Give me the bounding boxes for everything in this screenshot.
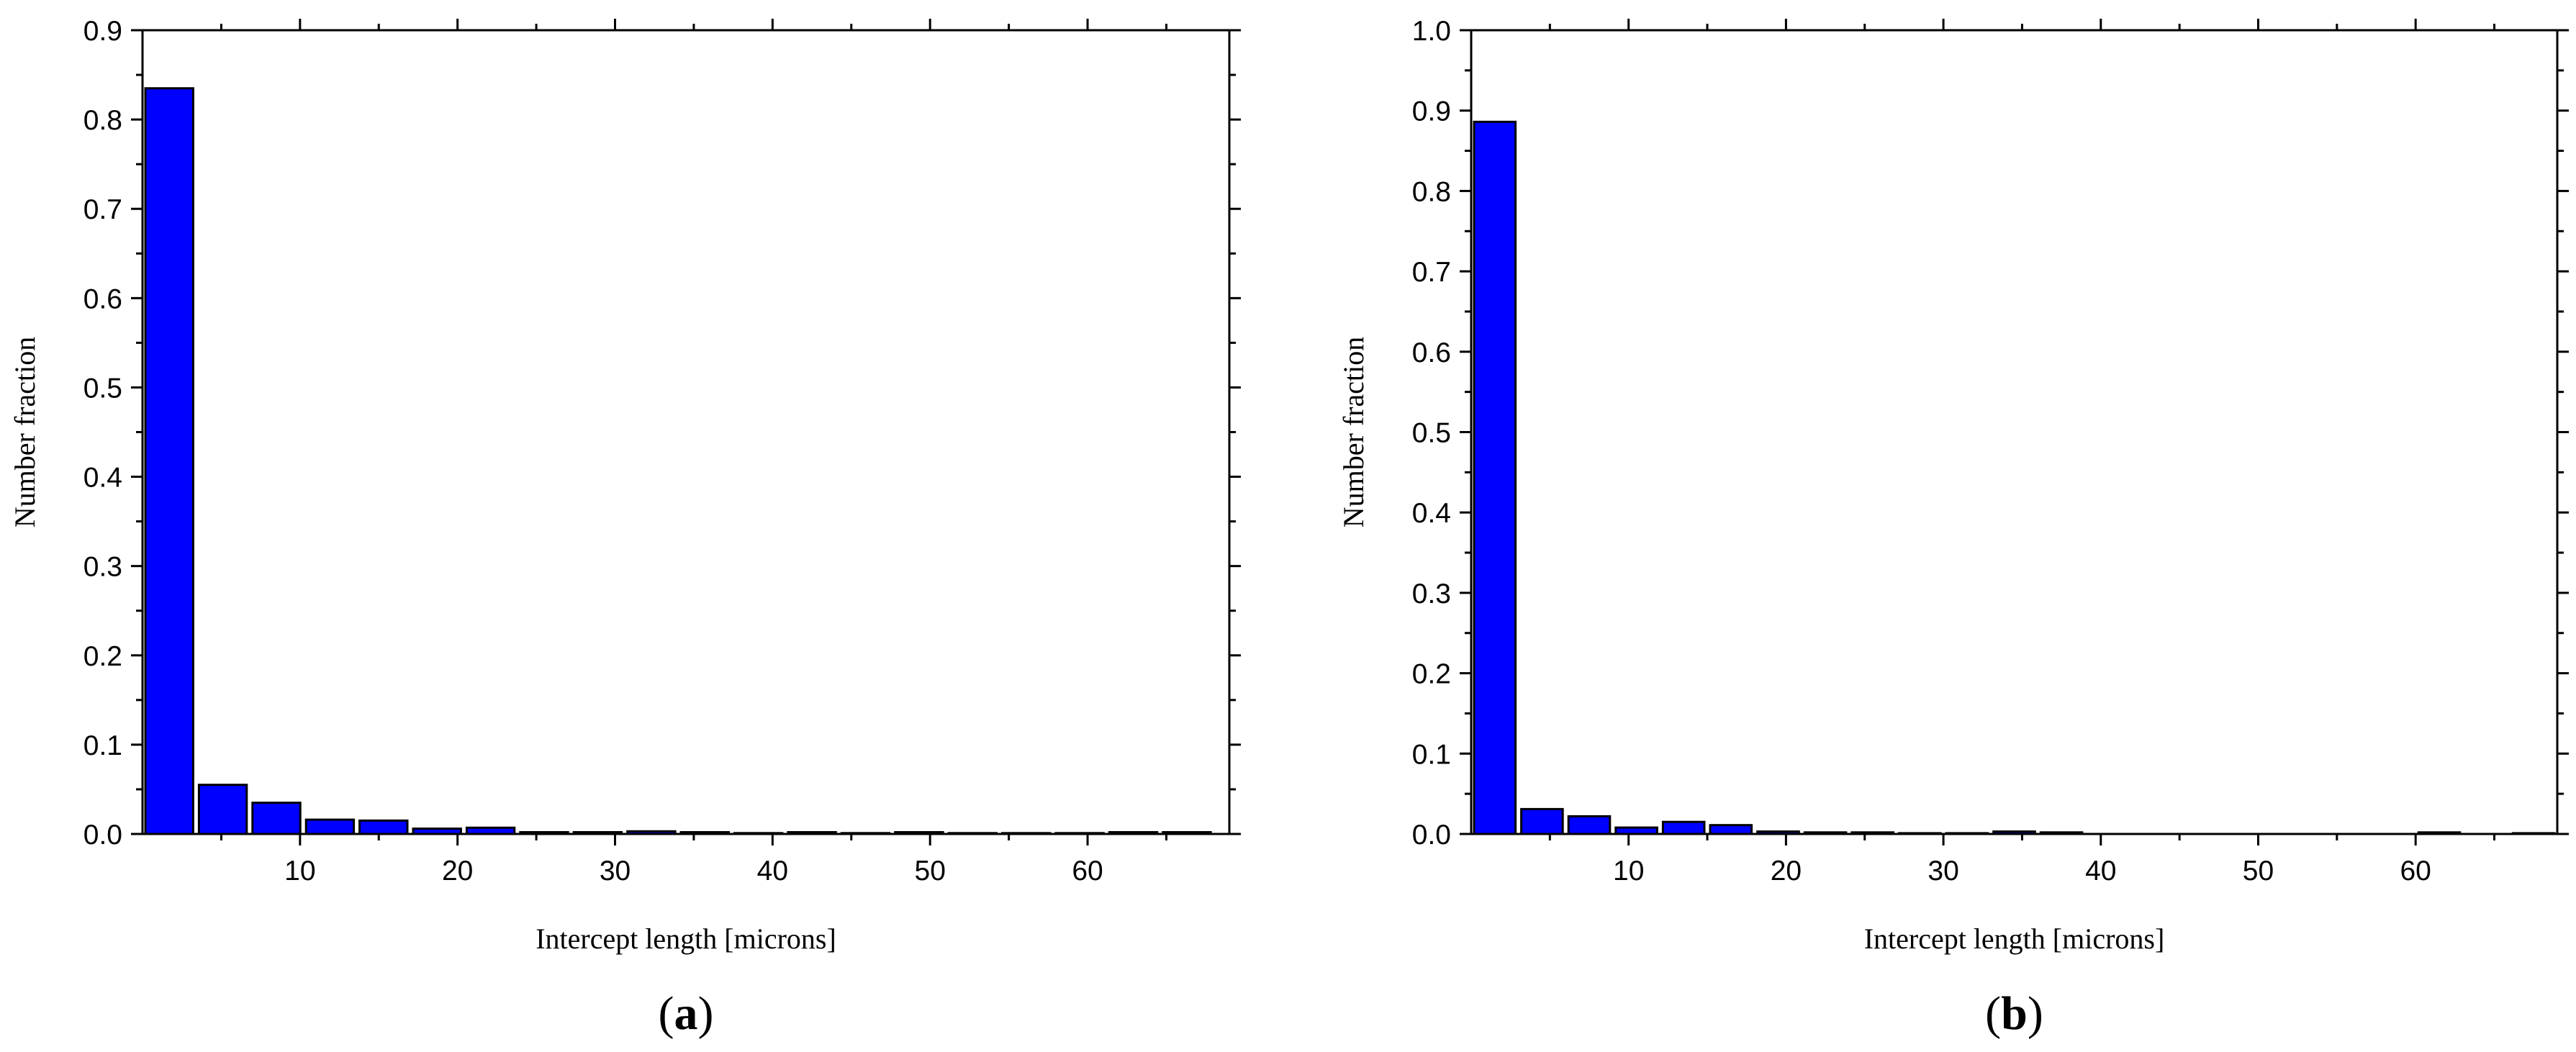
y-tick-label-b-9: 0.9 [1412,96,1451,127]
bar-a-11 [733,832,784,835]
bar-b-3 [1614,826,1658,835]
x-tick-label-a-1: 20 [442,856,473,887]
y-axis-title-a: Number fraction [9,337,41,527]
y-tick-label-a-5: 0.5 [83,373,122,404]
x-tick-label-a-2: 30 [600,856,631,887]
bar-a-2 [251,802,302,835]
bar-b-7 [1803,831,1848,835]
y-tick-label-b-8: 0.8 [1412,176,1451,207]
y-tick-label-a-2: 0.2 [83,641,122,672]
y-tick-label-a-4: 0.4 [83,463,122,494]
x-tick-label-a-4: 50 [915,856,946,887]
panel-letter-a: a [674,987,698,1040]
bar-b-10 [1945,832,1989,835]
ticks-b: 0.0 0.1 0.2 0.3 0.4 0.5 0.6 0.7 0.8 0.9 1.0 10 20 30 4… [1412,16,2569,887]
bar-a-12 [787,831,837,835]
bar-a-1 [197,784,248,835]
bar-a-7 [519,831,569,835]
y-tick-label-b-0: 0.0 [1412,820,1451,851]
y-tick-label-b-7: 0.7 [1412,257,1451,288]
y-tick-label-a-8: 0.8 [83,105,122,136]
y-tick-label-b-5: 0.5 [1412,418,1451,449]
x-axis-title-a: Intercept length [microns] [535,922,836,955]
y-tick-label-b-4: 0.4 [1412,498,1451,529]
bar-a-3 [304,818,356,835]
plot-frame-b [1470,29,2559,835]
x-tick-label-a-3: 40 [757,856,788,887]
bar-a-4 [358,819,409,835]
panel-letter-b: b [2001,987,2028,1040]
bar-a-10 [679,831,730,835]
x-tick-label-a-5: 60 [1072,856,1103,887]
bar-b-11 [1992,830,2036,835]
x-tick-label-b-0: 10 [1613,856,1644,887]
bar-a-17 [1054,832,1105,835]
bar-a-0 [144,87,194,835]
panel-label-b: (b) [1985,987,2043,1040]
bar-a-6 [465,826,516,835]
panel-b: 0.0 0.1 0.2 0.3 0.4 0.5 0.6 0.7 0.8 0.9 1.0 10 20 30 4… [1337,16,2569,1040]
panel-a: 0.0 0.1 0.2 0.3 0.4 0.5 0.6 0.7 0.8 0.9 10 20 30 40 50… [9,16,1241,1040]
x-tick-label-b-3: 40 [2085,856,2116,887]
y-tick-label-a-9: 0.9 [83,16,122,47]
y-tick-label-a-7: 0.7 [83,194,122,225]
bar-a-15 [947,832,998,835]
x-tick-label-b-5: 60 [2400,856,2431,887]
y-tick-label-b-2: 0.2 [1412,659,1451,690]
y-axis-title-b: Number fraction [1337,337,1370,527]
bar-b-8 [1850,831,1894,835]
bar-a-5 [412,827,462,835]
bar-a-18 [1108,831,1159,835]
bar-b-4 [1661,820,1706,835]
x-tick-label-b-2: 30 [1928,856,1958,887]
bar-b-12 [2039,831,2084,835]
bar-b-0 [1473,120,1517,835]
panel-label-a: (a) [659,987,714,1040]
y-tick-label-b-10: 1.0 [1412,16,1451,47]
y-tick-label-b-6: 0.6 [1412,337,1451,368]
bar-b-1 [1520,807,1564,835]
bars-a [144,87,1212,835]
ticks-a: 0.0 0.1 0.2 0.3 0.4 0.5 0.6 0.7 0.8 0.9 10 20 30 40 50… [83,16,1241,887]
bar-a-16 [1001,832,1052,835]
y-tick-label-b-1: 0.1 [1412,739,1451,770]
bar-a-19 [1162,831,1212,835]
bar-b-22 [2511,832,2556,835]
bars-b [1473,120,2556,835]
x-axis-title-b: Intercept length [microns] [1864,922,2165,955]
y-tick-label-a-3: 0.3 [83,552,122,583]
bar-b-20 [2417,831,2462,835]
y-tick-label-a-6: 0.6 [83,284,122,314]
bar-a-14 [894,831,944,835]
bar-b-2 [1567,815,1612,835]
bar-a-8 [572,831,623,835]
bar-a-9 [626,830,677,835]
bar-a-13 [840,832,891,835]
bar-b-6 [1756,830,1800,835]
bar-b-9 [1898,832,1942,835]
x-tick-label-a-0: 10 [284,856,315,887]
x-tick-label-b-4: 50 [2243,856,2274,887]
y-tick-label-a-0: 0.0 [83,820,122,851]
y-tick-label-b-3: 0.3 [1412,579,1451,609]
y-tick-label-a-1: 0.1 [83,730,122,761]
x-tick-label-b-1: 20 [1771,856,1802,887]
bar-b-5 [1709,824,1753,835]
plot-frame-a [141,29,1231,835]
